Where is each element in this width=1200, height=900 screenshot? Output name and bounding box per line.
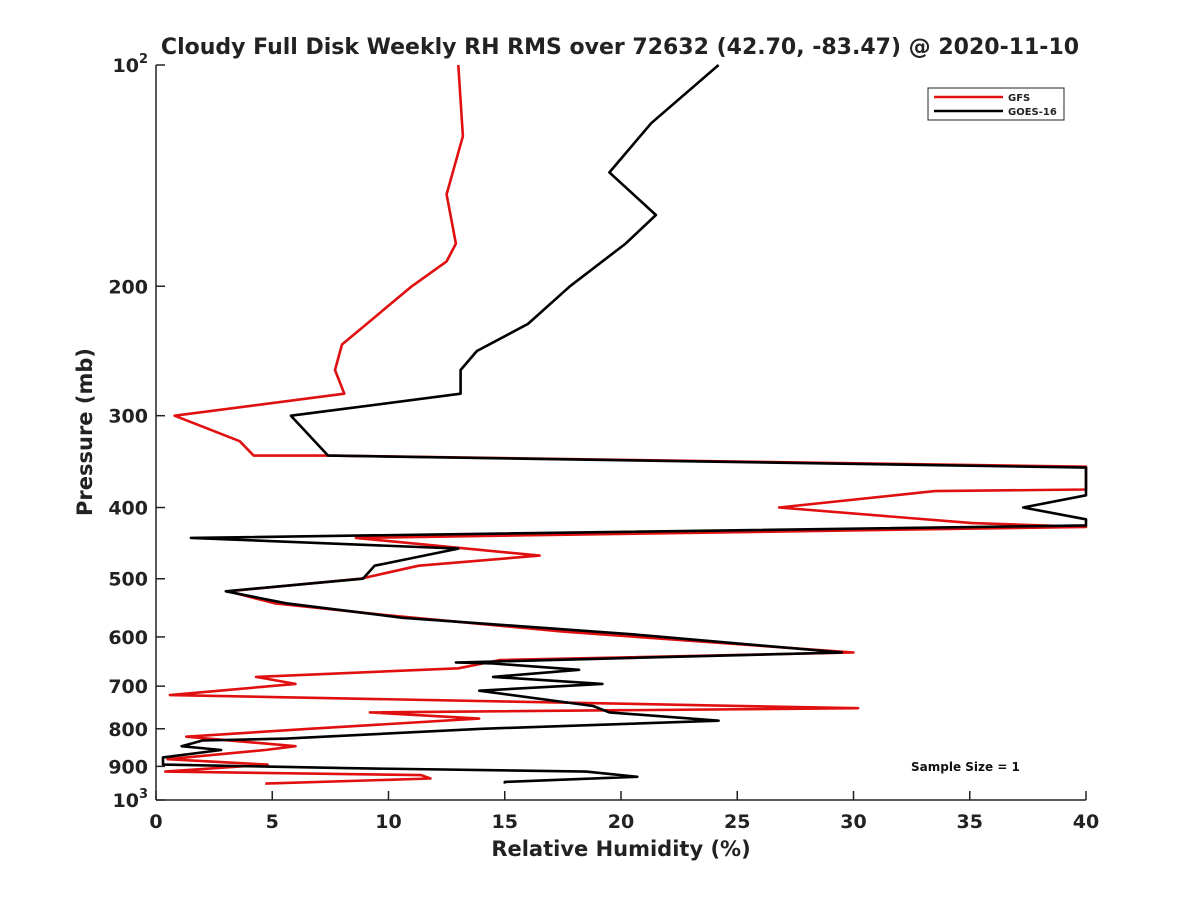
y-tick-label: 500 bbox=[108, 569, 148, 591]
chart-title: Cloudy Full Disk Weekly RH RMS over 7263… bbox=[161, 35, 1079, 60]
x-tick-label: 10 bbox=[375, 811, 401, 833]
legend-box bbox=[927, 87, 1065, 121]
x-axis-label: Relative Humidity (%) bbox=[491, 837, 750, 861]
y-tick-label: 900 bbox=[108, 756, 148, 778]
y-axis-label: Pressure (mb) bbox=[73, 348, 97, 516]
series-layer bbox=[161, 64, 1088, 785]
y-tick-label: 800 bbox=[108, 719, 148, 741]
series-line-goes-16 bbox=[161, 64, 1088, 784]
plot-area bbox=[155, 64, 1088, 801]
series-line-gfs bbox=[164, 64, 1088, 785]
x-axis-ticks: 0 5 10 15 20 25 30 35 40 bbox=[149, 791, 1099, 833]
y-tick-exponent: 2 bbox=[139, 52, 148, 67]
y-tick-label: 600 bbox=[108, 627, 148, 649]
legend: GFS GOES-16 bbox=[927, 87, 1065, 121]
y-tick-base: 10 bbox=[113, 55, 139, 77]
x-tick-label: 25 bbox=[724, 811, 750, 833]
x-tick-label: 0 bbox=[149, 811, 162, 833]
x-tick-label: 20 bbox=[608, 811, 634, 833]
legend-label-gfs: GFS bbox=[1008, 93, 1030, 104]
y-tick-exponent: 3 bbox=[139, 787, 148, 802]
x-tick-label: 15 bbox=[492, 811, 518, 833]
x-tick-label: 40 bbox=[1073, 811, 1099, 833]
sample-size-annotation: Sample Size = 1 bbox=[911, 760, 1020, 774]
y-tick-label: 400 bbox=[108, 498, 148, 520]
x-tick-label: 5 bbox=[266, 811, 279, 833]
x-tick-label: 35 bbox=[957, 811, 983, 833]
y-tick-label: 200 bbox=[108, 276, 148, 298]
y-tick-label: 103 bbox=[113, 787, 149, 812]
legend-label-goes-16: GOES-16 bbox=[1008, 107, 1057, 118]
y-tick-label: 300 bbox=[108, 406, 148, 428]
y-tick-label: 700 bbox=[108, 676, 148, 698]
x-tick-label: 30 bbox=[840, 811, 866, 833]
y-tick-base: 10 bbox=[113, 790, 139, 812]
y-tick-label: 102 bbox=[113, 52, 149, 77]
